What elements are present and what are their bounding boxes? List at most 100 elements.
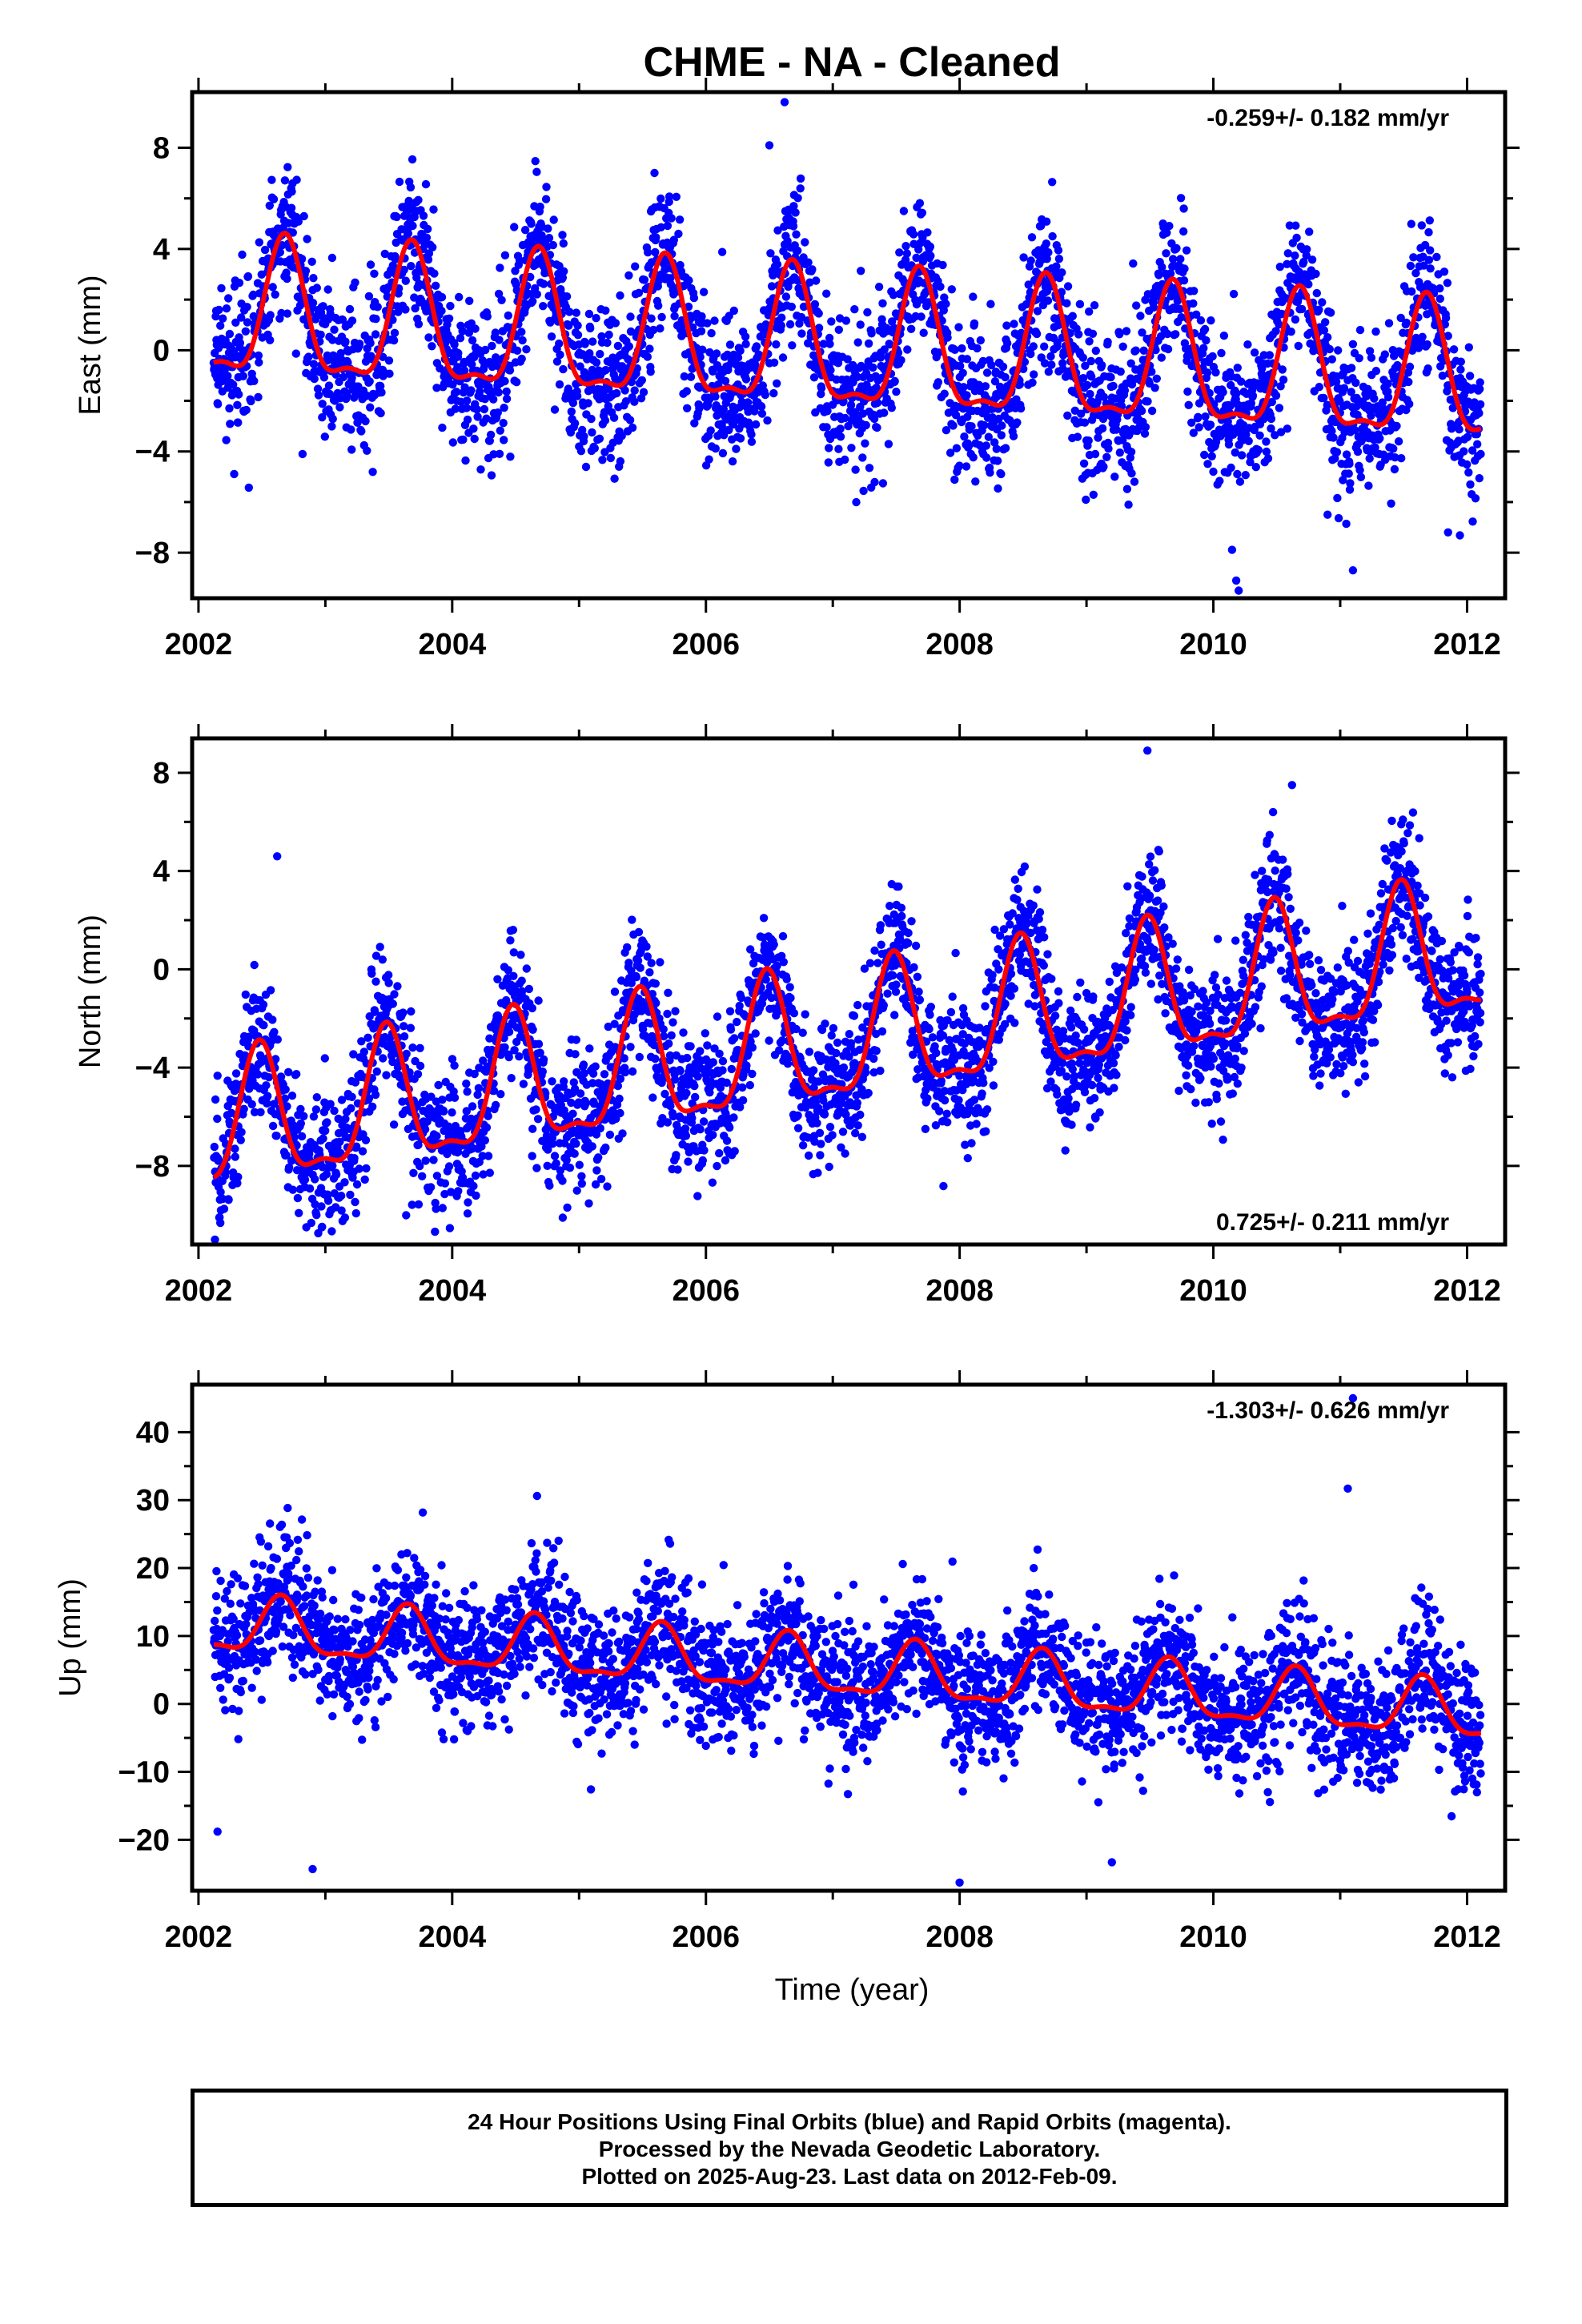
data-point: [287, 187, 296, 196]
x-tick-label: 2008: [926, 628, 994, 661]
data-point: [1200, 450, 1209, 460]
data-point: [597, 332, 606, 341]
data-point: [504, 966, 512, 975]
data-point: [388, 316, 397, 324]
data-point: [538, 1067, 547, 1076]
data-point: [424, 224, 432, 234]
data-point: [1152, 374, 1162, 383]
data-point: [474, 1084, 484, 1093]
data-point: [827, 317, 836, 326]
data-point: [342, 390, 351, 399]
data-point: [711, 392, 720, 401]
data-point: [620, 1068, 630, 1077]
data-point: [765, 1036, 773, 1045]
data-point: [588, 337, 597, 346]
data-point: [1151, 345, 1160, 355]
data-point: [592, 358, 601, 367]
data-point: [465, 296, 474, 305]
data-point: [1244, 436, 1253, 445]
data-point: [304, 352, 313, 361]
data-point: [238, 250, 247, 259]
data-point: [581, 1099, 591, 1108]
data-point: [962, 462, 971, 471]
data-point: [472, 1191, 480, 1200]
data-point: [231, 1144, 239, 1153]
data-point: [1276, 428, 1286, 436]
data-point: [1229, 289, 1239, 299]
data-point: [493, 1011, 502, 1020]
data-point: [401, 305, 410, 314]
data-point: [390, 990, 399, 999]
data-point: [533, 1115, 543, 1124]
data-point: [299, 211, 308, 221]
data-point: [235, 279, 244, 287]
data-point: [693, 1072, 702, 1081]
data-point: [923, 228, 932, 237]
data-point: [588, 1079, 597, 1088]
data-point: [1267, 397, 1277, 407]
data-point: [1367, 353, 1376, 362]
data-point: [476, 465, 485, 474]
data-point: [319, 1134, 327, 1143]
data-point: [825, 340, 834, 348]
data-point: [1475, 408, 1484, 418]
data-point: [255, 358, 263, 367]
data-point: [615, 1094, 624, 1104]
data-point: [368, 468, 377, 476]
data-point: [387, 1051, 396, 1060]
data-point: [318, 413, 327, 422]
data-point: [572, 1035, 580, 1044]
data-point: [1476, 400, 1485, 409]
data-point: [670, 312, 679, 320]
data-point: [1389, 444, 1398, 453]
data-point: [691, 1092, 700, 1102]
data-point: [1079, 374, 1088, 383]
data-point: [275, 247, 284, 257]
data-point: [873, 423, 881, 432]
data-point: [263, 1099, 271, 1108]
data-point: [416, 1043, 424, 1053]
data-point: [825, 444, 833, 452]
data-point: [309, 1112, 319, 1121]
data-point: [565, 1164, 575, 1172]
data-point: [378, 955, 387, 964]
data-point: [1271, 431, 1279, 440]
data-point: [1351, 378, 1360, 388]
data-point: [1438, 372, 1447, 380]
data-point: [1312, 288, 1322, 298]
data-point: [1370, 394, 1379, 403]
data-point: [422, 233, 432, 242]
data-point: [516, 951, 525, 959]
data-point: [459, 435, 468, 444]
data-point: [347, 1092, 356, 1102]
data-point: [288, 228, 297, 237]
data-point: [584, 399, 592, 408]
data-point: [424, 333, 433, 342]
data-point: [534, 996, 543, 1005]
data-point: [309, 274, 318, 283]
data-point: [789, 202, 798, 211]
data-point: [1390, 464, 1399, 474]
data-point: [843, 355, 852, 364]
data-point: [775, 1046, 784, 1055]
data-point: [1405, 362, 1415, 372]
data-point: [926, 242, 935, 251]
data-point: [630, 397, 639, 406]
data-point: [1001, 372, 1010, 382]
data-point: [357, 427, 366, 436]
data-point: [651, 979, 660, 988]
data-point: [1355, 325, 1365, 335]
data-point: [777, 321, 785, 330]
data-point: [420, 1125, 430, 1134]
data-point: [1279, 376, 1288, 384]
data-point: [618, 1129, 627, 1138]
data-point: [769, 940, 778, 949]
data-point: [1327, 427, 1336, 436]
data-point: [434, 1080, 443, 1090]
data-point: [686, 1042, 695, 1051]
data-point: [224, 294, 233, 303]
data-point: [897, 356, 905, 364]
data-point: [627, 967, 636, 975]
data-point: [969, 292, 978, 301]
data-point: [1044, 368, 1054, 376]
